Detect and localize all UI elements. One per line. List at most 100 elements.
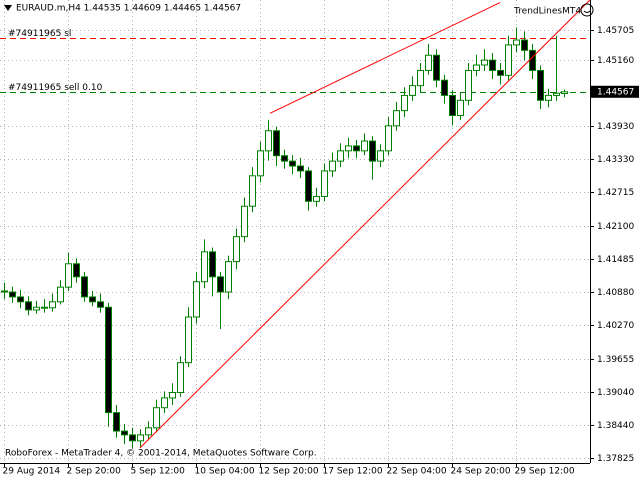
candle-body <box>65 263 72 288</box>
indicator-name: TrendLinesMT4 <box>513 7 581 17</box>
candle-body <box>89 296 96 303</box>
x-tick-label: 29 Aug 2014 <box>3 467 61 477</box>
current-price: 1.44567 <box>597 87 634 97</box>
x-tick-label: 2 Sep 20:00 <box>67 467 122 477</box>
trend-line <box>139 0 591 449</box>
candle-body <box>201 251 208 283</box>
candle-body <box>377 150 384 162</box>
price-box <box>591 85 639 98</box>
candle-body <box>209 251 216 278</box>
candle-body <box>49 301 56 309</box>
candle-body <box>337 150 344 162</box>
candle-body <box>41 306 48 309</box>
y-tick-label: 1.39040 <box>597 388 634 398</box>
candle-body <box>105 306 112 414</box>
smiley-icon <box>580 3 594 17</box>
order-label: #74911965 sl <box>8 29 71 39</box>
candle-body <box>145 427 152 436</box>
candle-body <box>473 64 480 71</box>
candle-body <box>465 69 472 101</box>
x-tick-label: 12 Sep 20:00 <box>259 467 319 477</box>
y-tick-label: 1.40880 <box>597 288 634 298</box>
candle-body <box>529 49 536 71</box>
candle-body <box>353 145 360 152</box>
candle-body <box>257 150 264 177</box>
candle-body <box>113 412 120 432</box>
y-tick-label: 1.41485 <box>597 255 634 265</box>
candle-body <box>369 140 376 162</box>
candle-body <box>329 160 336 172</box>
candle-body <box>537 69 544 101</box>
candle-body <box>553 92 560 96</box>
candle-body <box>481 59 488 66</box>
candle-body <box>449 94 456 117</box>
smiley-mouth <box>583 10 591 13</box>
order-label: #74911965 sell 0.10 <box>8 83 103 93</box>
candle-body <box>489 59 496 71</box>
y-tick-label: 1.39655 <box>597 355 634 365</box>
candle-body <box>193 281 200 318</box>
candle-body <box>305 170 312 202</box>
x-tick-label: 5 Sep 12:00 <box>131 467 186 477</box>
candle-body <box>249 175 256 207</box>
candle-body <box>561 91 568 95</box>
y-tick-label: 1.45705 <box>597 26 634 36</box>
candle-body <box>1 290 8 293</box>
candle-body <box>81 276 88 298</box>
candle-body <box>273 130 280 157</box>
trend-line <box>269 2 501 114</box>
candle-body <box>129 434 136 442</box>
candle-body <box>385 125 392 152</box>
candle-body <box>17 296 24 303</box>
candle-body <box>409 85 416 96</box>
menu-arrow <box>4 5 12 11</box>
x-tick-label: 17 Sep 12:00 <box>323 467 383 477</box>
candle-body <box>9 291 16 298</box>
candle-body <box>313 195 320 202</box>
x-tick-label: 29 Sep 12:00 <box>515 467 575 477</box>
chart-title: EURAUD.m,H4 1.44535 1.44609 1.44465 1.44… <box>16 4 241 14</box>
y-tick-label: 1.45160 <box>597 56 634 66</box>
candle-body <box>161 397 168 409</box>
candle-body <box>265 130 272 152</box>
candle-body <box>545 94 552 101</box>
candle-body <box>513 39 520 46</box>
candle-body <box>33 306 40 311</box>
candle-body <box>241 205 248 238</box>
candle-body <box>361 140 368 152</box>
y-tick-label: 1.43930 <box>597 122 634 132</box>
candle-body <box>57 286 64 303</box>
y-tick-label: 1.37825 <box>597 454 634 464</box>
candle-body <box>321 170 328 197</box>
y-tick-label: 1.42100 <box>597 222 634 232</box>
candle-body <box>97 301 104 308</box>
candle-body <box>121 430 128 436</box>
candle-body <box>281 155 288 162</box>
y-tick-label: 1.43330 <box>597 155 634 165</box>
y-tick-label: 1.40270 <box>597 321 634 331</box>
x-tick-label: 10 Sep 04:00 <box>195 467 255 477</box>
candle-body <box>137 434 144 442</box>
candle-body <box>73 263 80 278</box>
candle-body <box>457 99 464 117</box>
footer: RoboForex - MetaTrader 4, © 2001-2014, M… <box>5 449 317 459</box>
candle-body <box>297 165 304 172</box>
candle-body <box>153 407 160 429</box>
candle-body <box>433 54 440 81</box>
candle-body <box>401 94 408 112</box>
candle-body <box>225 261 232 293</box>
y-tick-label: 1.42715 <box>597 188 634 198</box>
candle-body <box>345 145 352 152</box>
candle-body <box>417 69 424 87</box>
y-tick-label: 1.38440 <box>597 421 634 431</box>
candle-body <box>505 44 512 76</box>
candle-body <box>289 160 296 167</box>
candle-body <box>425 54 432 71</box>
x-tick-label: 24 Sep 20:00 <box>451 467 511 477</box>
candle-body <box>521 39 528 51</box>
candle-body <box>25 301 32 311</box>
candle-body <box>497 69 504 76</box>
candle-body <box>177 362 184 394</box>
